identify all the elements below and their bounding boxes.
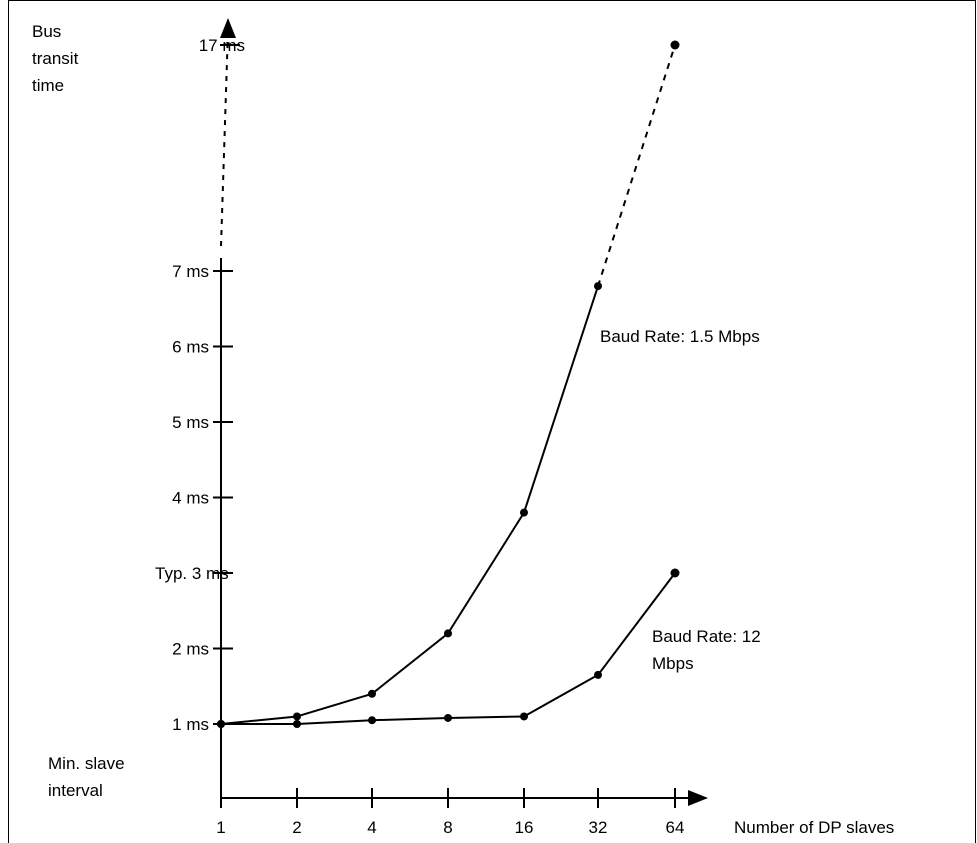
- data-point: [594, 282, 602, 291]
- y-tick-label: 1 ms: [172, 715, 209, 734]
- data-point: [670, 568, 680, 578]
- series-layer: [217, 40, 680, 728]
- series-label-line: Mbps: [652, 654, 694, 673]
- x-axis-title: Number of DP slaves: [734, 818, 894, 837]
- y-tick-label: 6 ms: [172, 338, 209, 357]
- y-axis-break-dashed: [220, 29, 229, 247]
- series-2: [217, 568, 680, 728]
- axes: [220, 18, 708, 806]
- y-axis-title: Bus transit time: [32, 22, 83, 95]
- y-axis-title-line: time: [32, 76, 64, 95]
- data-point: [444, 713, 452, 722]
- data-point: [293, 712, 301, 721]
- ticks: 1 ms 2 ms Typ. 3 ms 4 ms 5 ms 6 ms 7 ms 17 ms 1 2…: [155, 36, 684, 837]
- y-axis-title-line: transit: [32, 49, 79, 68]
- series-segment: [371, 716, 449, 722]
- x-tick-label: 8: [443, 818, 452, 837]
- series-segment: [220, 715, 298, 725]
- chart-frame: [8, 0, 976, 843]
- series-1: [217, 40, 680, 728]
- x-tick-label: 1: [216, 818, 225, 837]
- y-tick-label: 5 ms: [172, 413, 209, 432]
- series-segment: [296, 719, 373, 725]
- y-tick-label: Typ. 3 ms: [155, 564, 229, 583]
- data-point: [670, 40, 680, 50]
- series-segment-dashed: [597, 44, 676, 287]
- data-point: [293, 720, 301, 728]
- data-point: [217, 720, 225, 728]
- y-tick-label: 7 ms: [172, 262, 209, 281]
- x-tick-label: 64: [666, 818, 685, 837]
- data-point: [594, 670, 602, 679]
- x-tick-label: 2: [292, 818, 301, 837]
- x-tick-label: 16: [515, 818, 534, 837]
- series-label: Baud Rate: 12 Mbps: [652, 627, 761, 673]
- series-segment: [371, 632, 449, 695]
- data-point: [444, 629, 452, 638]
- y-tick-label: 2 ms: [172, 640, 209, 659]
- data-point: [520, 712, 528, 721]
- y-tick-label: 17 ms: [199, 36, 245, 55]
- y-tick-label: 4 ms: [172, 489, 209, 508]
- series-label-line: Baud Rate: 12: [652, 627, 761, 646]
- min-slave-interval-annotation: Min. slave interval: [48, 754, 129, 800]
- y-axis-title-line: Bus: [32, 22, 61, 41]
- data-point: [368, 689, 376, 698]
- series-label-line: Baud Rate: 1.5 Mbps: [600, 327, 760, 346]
- series-labels: Baud Rate: 1.5 Mbps Baud Rate: 12 Mbps: [600, 327, 761, 673]
- annotation-line: Min. slave: [48, 754, 125, 773]
- series-segment: [523, 285, 599, 513]
- series-segment: [523, 674, 599, 718]
- data-point: [368, 716, 376, 725]
- series-segment: [296, 692, 373, 718]
- series-segment: [597, 572, 676, 676]
- series-label: Baud Rate: 1.5 Mbps: [600, 327, 760, 346]
- x-tick-label: 32: [589, 818, 608, 837]
- data-point: [520, 508, 528, 517]
- series-segment: [447, 512, 525, 634]
- annotation-line: interval: [48, 781, 103, 800]
- series-segment: [447, 715, 525, 719]
- x-tick-label: 4: [367, 818, 376, 837]
